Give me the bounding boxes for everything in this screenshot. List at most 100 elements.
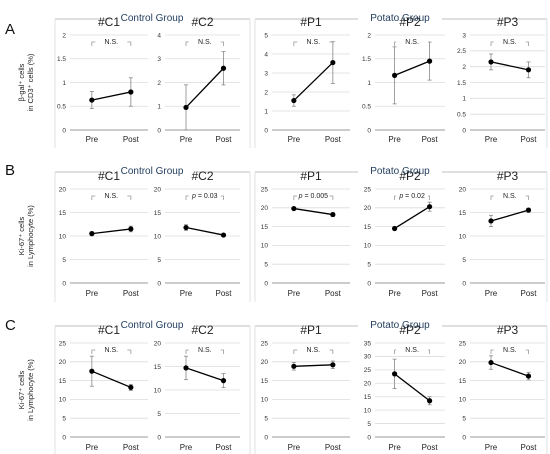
y-tick-label: 0 <box>367 280 371 287</box>
y-tick-label: 25 <box>261 340 269 347</box>
y-tick-label: 2 <box>62 32 66 39</box>
y-tick-label: 1 <box>462 96 466 103</box>
y-tick-label: 25 <box>459 340 467 347</box>
significance-label-bg <box>297 191 330 199</box>
significance-label-bg <box>297 345 330 353</box>
y-axis-label-line: in Lymphocyte (%) <box>26 359 35 421</box>
significance-label: N.S. <box>503 39 517 46</box>
y-tick-label: 25 <box>364 186 372 193</box>
y-tick-label: 0 <box>264 434 268 441</box>
series-line <box>91 91 131 101</box>
series-line <box>293 207 333 216</box>
y-tick-label: 20 <box>154 186 162 193</box>
significance-value: = 0.03 <box>196 193 218 200</box>
y-tick-label: 0.5 <box>362 104 371 111</box>
x-tick-label-pre: Pre <box>288 443 301 452</box>
x-tick-label-pre: Pre <box>180 443 193 452</box>
y-axis-label-line: in CD3⁺ cells (%) <box>26 53 35 111</box>
y-tick-label: 0 <box>157 280 161 287</box>
y-tick-label: 5 <box>62 416 66 423</box>
x-tick-label-pre: Pre <box>86 289 99 298</box>
y-tick-label: 0 <box>157 127 161 134</box>
x-tick-label-pre: Pre <box>485 443 498 452</box>
significance-label-bg <box>396 345 429 353</box>
y-tick-label: 0 <box>157 434 161 441</box>
series-line <box>394 373 430 402</box>
y-tick-label: 0 <box>62 280 66 287</box>
y-tick-label: 0.5 <box>57 104 66 111</box>
y-tick-label: 1 <box>157 104 161 111</box>
y-tick-label: 15 <box>459 378 467 385</box>
chart-3-p2: #P2 0 5 10 15 20 25 30 35 Pre Post N.S. <box>364 323 445 452</box>
y-tick-label: 20 <box>59 186 67 193</box>
chart-title: #C2 <box>191 169 213 183</box>
chart-2-c2: #C2 0 5 10 15 20 Pre Post p = 0.03 <box>154 169 240 298</box>
chart-3-p1: #P1 0 5 10 15 20 25 Pre Post N.S. <box>261 323 350 452</box>
significance-label: N.S. <box>105 193 119 200</box>
significance-label-bg <box>493 191 526 199</box>
group-label-bg <box>110 11 194 23</box>
x-tick-label-pre: Pre <box>288 135 301 144</box>
significance-label-bg <box>188 191 221 199</box>
x-tick-label-post: Post <box>215 443 232 452</box>
significance-label: N.S. <box>503 347 517 354</box>
series-line <box>394 60 430 76</box>
series-line <box>293 62 334 102</box>
y-tick-label: 15 <box>154 210 162 217</box>
y-tick-label: 30 <box>364 354 372 361</box>
data-point-pre <box>488 218 494 224</box>
y-tick-label: 2.5 <box>457 48 466 55</box>
y-tick-label: 10 <box>59 233 67 240</box>
group-label-bg <box>110 318 194 330</box>
y-tick-label: 1 <box>367 80 371 87</box>
significance-label: N.S. <box>307 347 321 354</box>
chart-2-p3: #P3 0 5 10 15 20 Pre Post N.S. <box>459 169 545 298</box>
y-tick-label: 10 <box>459 233 467 240</box>
y-tick-label: 2 <box>264 89 268 96</box>
significance-label-bg <box>493 345 526 353</box>
significance-p: p <box>191 193 196 200</box>
significance-label: N.S. <box>198 39 212 46</box>
y-tick-label: 5 <box>462 416 466 423</box>
y-tick-label: 5 <box>264 416 268 423</box>
panel-row-c: C Control Group Potato Group Ki-67⁺ cellsin… <box>5 317 548 454</box>
x-tick-label-post: Post <box>422 289 439 298</box>
significance-label: N.S. <box>105 347 119 354</box>
y-tick-label: 15 <box>261 224 269 231</box>
chart-title: #P1 <box>300 323 322 337</box>
data-point-post <box>330 211 336 218</box>
x-tick-label-post: Post <box>520 289 537 298</box>
x-tick-label-pre: Pre <box>388 443 401 452</box>
y-tick-label: 2 <box>367 32 371 39</box>
chart-3-p3: #P3 0 5 10 15 20 25 Pre Post N.S. <box>459 323 545 452</box>
series-line <box>185 367 224 382</box>
x-tick-label-pre: Pre <box>485 289 498 298</box>
chart-1-c2: #C2 0 1 2 3 4 Pre Post N.S. <box>157 15 240 144</box>
data-point-pre <box>183 224 189 231</box>
significance-label: p = 0.02 <box>398 193 425 200</box>
series-line <box>91 228 131 235</box>
y-axis-label: β-gal⁺ cellsin CD3⁺ cells (%) <box>17 53 35 111</box>
chart-1-p3: #P3 0 0.5 1 1.5 2 2.5 3 Pre Post N.S. <box>457 15 545 144</box>
series-line <box>490 61 529 71</box>
y-tick-label: 0 <box>264 280 268 287</box>
y-tick-label: 15 <box>59 210 67 217</box>
data-point-pre <box>183 365 189 371</box>
significance-label-bg <box>95 345 128 353</box>
data-point-pre <box>488 359 494 366</box>
x-tick-label-post: Post <box>422 443 439 452</box>
y-axis-label-line: Ki-67⁺ cells <box>17 216 26 255</box>
y-tick-label: 4 <box>264 51 268 58</box>
group-label: Potato Group <box>370 166 430 177</box>
significance-p: p <box>298 193 303 200</box>
x-tick-label-pre: Pre <box>288 289 301 298</box>
panel-row-b: B Control Group Potato Group Ki-67⁺ cellsin… <box>5 162 548 302</box>
series-line <box>293 364 333 367</box>
y-tick-label: 10 <box>364 243 372 250</box>
x-tick-label-post: Post <box>325 289 342 298</box>
panel-letter: C <box>5 317 16 334</box>
chart-title: #P3 <box>497 169 519 183</box>
chart-title: #C1 <box>98 169 120 183</box>
data-point-post <box>220 378 227 384</box>
significance-label: N.S. <box>503 193 517 200</box>
